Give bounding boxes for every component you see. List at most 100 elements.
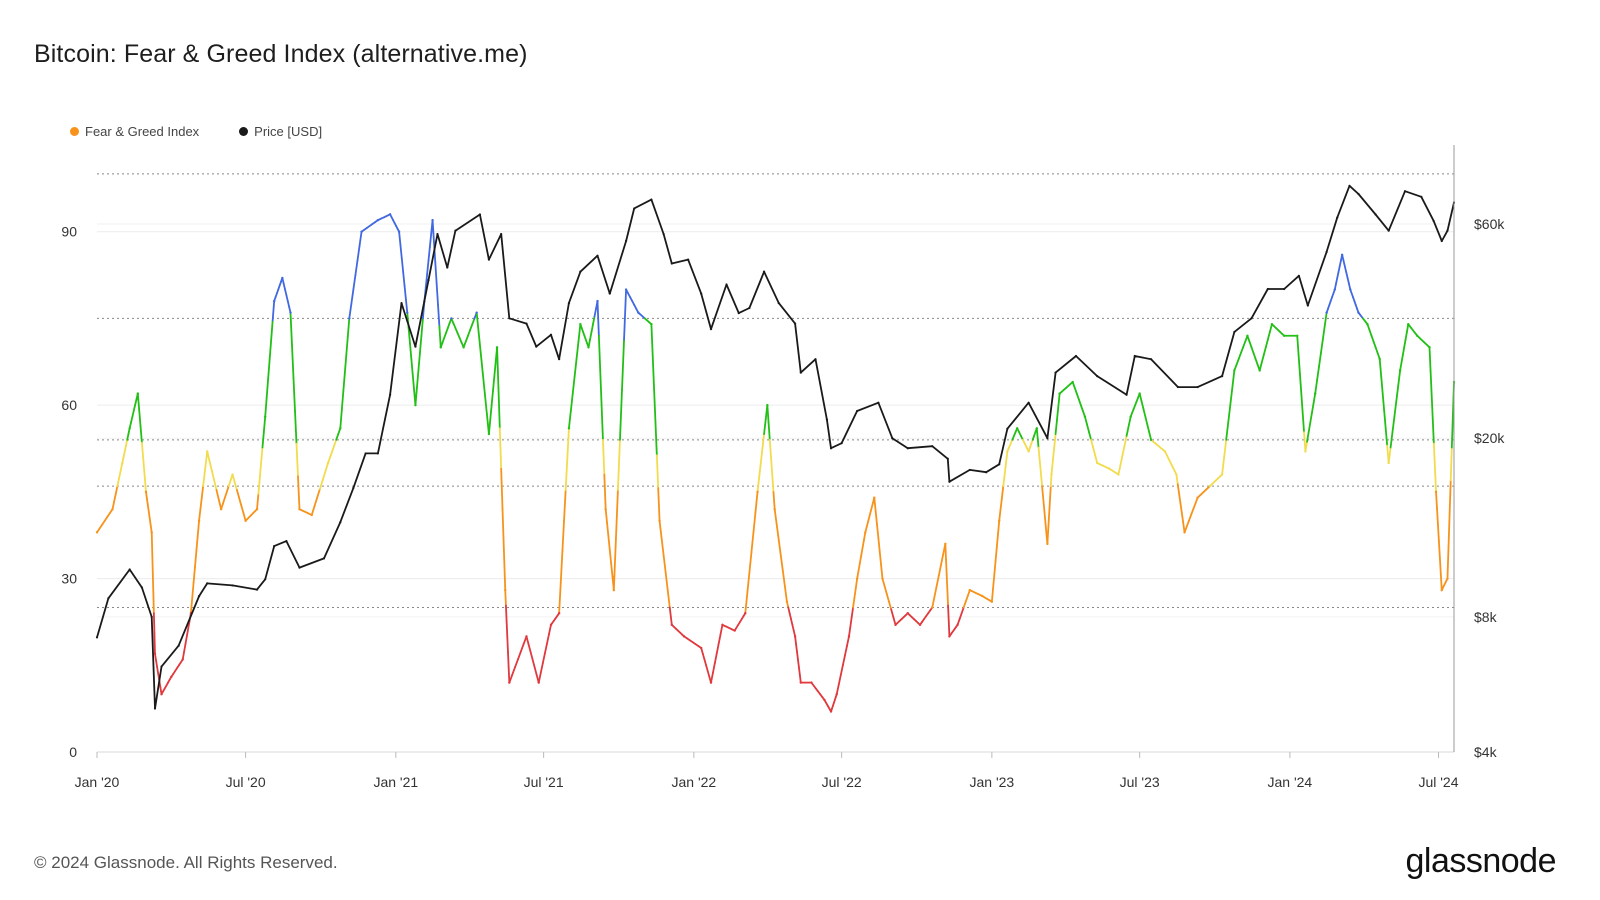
fear-greed-point	[799, 681, 803, 684]
fear-greed-segment-greed	[1088, 431, 1092, 441]
fear-greed-segment-extreme-greed	[428, 232, 433, 249]
fear-greed-segment-fear	[1046, 531, 1049, 545]
fear-greed-segment-extreme-greed	[426, 259, 430, 276]
fear-greed-point	[376, 218, 380, 222]
fear-greed-segment-fear	[1047, 519, 1050, 534]
copyright-footer: © 2024 Glassnode. All Rights Reserved.	[34, 853, 338, 872]
y-left-tick-label: 90	[61, 224, 77, 240]
fear-greed-segment-greed	[1399, 361, 1403, 372]
price-point	[737, 311, 740, 315]
fear-greed-segment-neutral	[1005, 450, 1009, 464]
price-point	[1387, 229, 1390, 232]
fear-greed-segment-extreme-fear	[715, 643, 720, 655]
fear-greed-segment-fear	[1437, 523, 1440, 542]
price-point	[197, 594, 201, 598]
fear-greed-point	[1175, 473, 1178, 476]
fear-greed-segment-greed	[1237, 352, 1242, 360]
fear-greed-segment-greed	[132, 404, 137, 412]
fear-greed-segment-extreme-fear	[797, 658, 800, 669]
fear-greed-segment-greed	[1079, 404, 1084, 412]
grid-lines	[97, 173, 1454, 753]
fear-greed-segment-fear	[1436, 507, 1439, 526]
price-point	[389, 393, 392, 396]
legend-item-price[interactable]: Price [USD]	[239, 124, 322, 139]
fear-greed-segment-greed	[1312, 392, 1317, 405]
price-point	[814, 358, 817, 361]
fear-greed-segment-neutral	[770, 456, 774, 476]
fear-greed-segment-fear	[945, 573, 949, 592]
fear-greed-point	[823, 698, 826, 702]
fear-greed-segment-extreme-fear	[527, 643, 532, 653]
fear-greed-point	[766, 403, 769, 407]
fear-greed-segment-fear	[876, 523, 880, 540]
fear-greed-segment-neutral	[617, 438, 621, 491]
fear-greed-segment-greed	[1250, 346, 1255, 355]
fear-greed-point	[1015, 427, 1019, 430]
fear-greed-segment-neutral	[125, 438, 129, 447]
fear-greed-point	[504, 588, 507, 592]
fear-greed-point	[864, 531, 867, 534]
fear-greed-point	[658, 519, 661, 522]
fear-greed-segment-extreme-greed	[1343, 265, 1348, 274]
fear-greed-segment-neutral	[1117, 463, 1122, 476]
fear-greed-point	[1416, 334, 1419, 337]
fear-greed-point	[980, 594, 984, 598]
fear-greed-segment-greed	[270, 319, 274, 341]
price-point	[454, 229, 457, 232]
price-point	[1440, 239, 1443, 243]
fear-greed-segment-greed	[1403, 338, 1407, 349]
fear-greed-segment-fear	[1180, 512, 1185, 524]
price-point	[1283, 287, 1286, 291]
fear-greed-segment-fear	[888, 600, 893, 611]
fear-greed-segment-greed	[411, 373, 415, 391]
fear-greed-segment-fear	[995, 533, 999, 549]
legend-item-fear-greed[interactable]: Fear & Greed Index	[70, 124, 199, 139]
fear-greed-segment-extreme-fear	[788, 612, 792, 620]
fear-greed-segment-greed	[1035, 427, 1040, 449]
fear-greed-segment-greed	[131, 410, 135, 418]
fear-greed-segment-extreme-fear	[839, 664, 844, 676]
fear-greed-point	[998, 519, 1001, 522]
fear-greed-segment-fear	[944, 542, 947, 561]
fear-greed-segment-greed	[471, 317, 476, 326]
fear-greed-segment-fear	[242, 512, 247, 522]
fear-greed-segment-extreme-fear	[841, 654, 846, 667]
fear-greed-segment-fear	[1447, 512, 1451, 547]
fear-greed-segment-greed	[575, 340, 580, 360]
fear-greed-segment-neutral	[1223, 438, 1228, 459]
fear-greed-segment-fear	[198, 508, 202, 522]
fear-greed-point	[537, 681, 540, 684]
fear-greed-segment-fear	[1178, 492, 1182, 505]
fear-greed-segment-extreme-fear	[701, 652, 706, 661]
fear-greed-segment-fear	[878, 550, 882, 566]
price-point	[624, 239, 628, 243]
fear-greed-segment-extreme-greed	[431, 219, 435, 243]
fear-greed-segment-neutral	[227, 479, 232, 487]
fear-greed-segment-neutral	[1053, 433, 1057, 449]
fear-greed-segment-extreme-fear	[153, 632, 156, 655]
fear-greed-segment-fear	[940, 553, 945, 566]
fear-greed-segment-greed	[599, 369, 603, 407]
fear-greed-segment-fear	[606, 521, 610, 538]
fear-greed-segment-neutral	[116, 477, 120, 487]
fear-greed-segment-fear	[196, 519, 200, 538]
fear-greed-segment-greed	[126, 433, 130, 441]
fear-greed-segment-fear	[256, 492, 260, 511]
fear-greed-point	[1407, 323, 1410, 326]
price-point	[140, 586, 144, 589]
fear-greed-segment-extreme-fear	[537, 672, 542, 684]
fear-greed-segment-fear	[310, 505, 316, 516]
fear-greed-point	[1183, 531, 1186, 534]
fear-greed-segment-fear	[240, 504, 245, 514]
fear-greed-segment-neutral	[1449, 446, 1453, 482]
fear-greed-segment-fear	[151, 551, 154, 574]
fear-greed-segment-greed	[1374, 346, 1379, 355]
fear-greed-segment-greed	[1406, 323, 1410, 333]
fear-greed-segment-extreme-greed	[284, 288, 288, 297]
fear-greed-segment-extreme-greed	[285, 294, 289, 302]
price-point	[777, 301, 780, 305]
fear-greed-point	[773, 508, 776, 511]
fear-greed-point	[219, 508, 223, 511]
fear-greed-segment-fear	[147, 511, 151, 520]
fear-greed-segment-fear	[856, 569, 860, 580]
